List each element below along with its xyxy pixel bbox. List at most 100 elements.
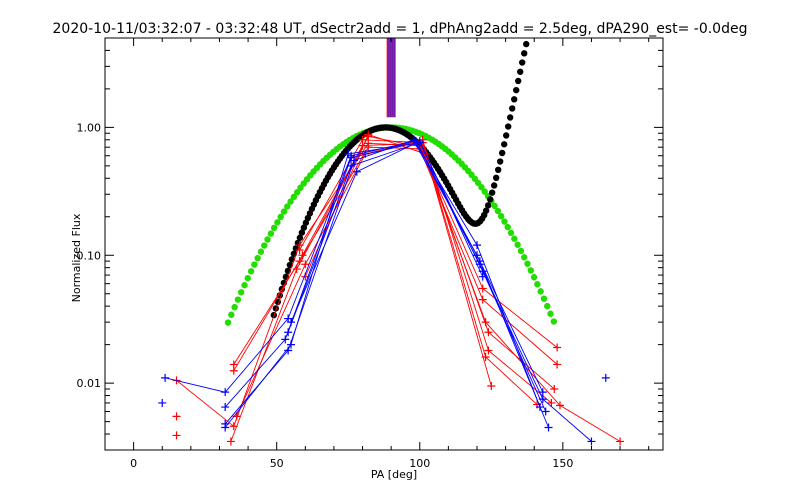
data-point-blue-6 <box>415 137 424 146</box>
green-fit-point <box>270 224 278 232</box>
green-fit-point <box>267 230 275 237</box>
green-fit-point <box>228 311 235 318</box>
x-axis-label: PA [deg] <box>371 468 417 481</box>
green-fit-point <box>280 208 288 215</box>
data-point-blue-5 <box>347 161 356 170</box>
black-fit-point <box>498 149 506 157</box>
green-fit-point <box>534 281 541 288</box>
series-line-red-7 <box>304 133 492 387</box>
data-point-red-5 <box>547 398 556 407</box>
series-line-red-4 <box>230 135 555 442</box>
outlier-point <box>172 412 181 421</box>
data-point-blue-3 <box>349 156 358 165</box>
y-tick-label: 1.00 <box>77 121 102 134</box>
green-fit-point <box>527 267 534 274</box>
data-point-red-1 <box>478 284 487 293</box>
data-point-red-1 <box>553 343 562 352</box>
data-point-red-7 <box>364 130 373 139</box>
data-point-blue-5 <box>544 423 553 432</box>
data-point-red-2 <box>553 360 562 369</box>
outlier-point <box>172 431 181 440</box>
series-line-blue-4 <box>224 142 547 428</box>
data-point-red-3 <box>616 437 625 446</box>
data-point-blue-6 <box>287 318 295 327</box>
data-point-blue-2 <box>221 403 230 412</box>
black-fit-point <box>298 229 306 236</box>
data-point-red-6 <box>295 245 304 254</box>
data-point-blue-6 <box>352 167 361 176</box>
data-point-red-2 <box>364 143 373 152</box>
black-fit-point <box>296 234 304 241</box>
black-fit-point <box>492 174 500 182</box>
data-point-red-3 <box>229 366 238 375</box>
black-fit-point <box>511 96 518 103</box>
black-fit-point <box>486 196 494 203</box>
data-point-blue-4 <box>287 340 295 349</box>
green-fit-point <box>517 247 525 255</box>
green-fit-point <box>274 219 281 226</box>
data-point-blue-3 <box>473 241 481 250</box>
green-fit-point <box>481 188 488 195</box>
green-fit-point <box>277 213 284 221</box>
black-fit-point <box>523 40 530 48</box>
data-point-blue-1 <box>221 388 230 397</box>
green-fit-point <box>287 198 294 205</box>
green-fit-point <box>514 241 521 248</box>
green-fit-point <box>521 254 528 261</box>
green-fit-point <box>254 254 261 262</box>
green-fit-point <box>478 183 485 191</box>
green-fit-point <box>247 268 255 275</box>
black-fit-point <box>502 132 510 139</box>
green-fit-point <box>264 236 271 243</box>
x-tick-label: 100 <box>409 457 430 470</box>
y-axis-label: Normalized Flux <box>70 213 83 302</box>
green-fit-point <box>501 218 508 225</box>
data-point-red-5 <box>301 260 310 269</box>
green-fit-point <box>540 295 548 302</box>
chart-title: 2020-10-11/03:32:07 - 03:32:48 UT, dSect… <box>53 21 748 37</box>
data-point-blue-1 <box>161 373 170 382</box>
black-fit-point <box>300 224 308 231</box>
black-fit-point <box>506 114 514 121</box>
data-point-red-6 <box>358 135 367 144</box>
data-point-blue-4 <box>221 423 230 432</box>
axes: 0 50 100 150 0.01 0.10 1.00 <box>77 37 664 470</box>
green-fit-point <box>244 274 251 282</box>
outlier-point <box>601 373 610 382</box>
data-point-red-4 <box>292 265 301 274</box>
black-fit-point <box>484 202 492 209</box>
green-fit-point <box>251 261 258 268</box>
data-point-red-5 <box>484 346 493 355</box>
data-point-blue-4 <box>541 407 550 416</box>
y-tick-label: 0.10 <box>77 249 102 262</box>
green-fit-point <box>257 248 265 255</box>
green-fit-point <box>284 203 291 210</box>
series-line-blue-6 <box>290 140 484 323</box>
green-fit-point <box>497 212 505 220</box>
green-fit-point <box>224 319 232 326</box>
green-fit-point <box>234 296 242 303</box>
green-fit-point <box>547 310 554 317</box>
green-fit-point <box>507 229 515 237</box>
green-fit-point <box>504 223 511 231</box>
black-fit-point <box>517 68 524 75</box>
data-point-blue-2 <box>281 335 290 344</box>
data-point-red-4 <box>550 384 559 393</box>
data-point-red-7 <box>487 381 496 390</box>
green-fit-point <box>261 242 268 249</box>
green-fit-point <box>290 193 298 201</box>
black-fit-point <box>504 123 512 130</box>
data-point-blue-2 <box>587 437 596 446</box>
green-fit-point <box>491 202 498 210</box>
data-point-red-3 <box>555 401 564 410</box>
black-fit-point <box>513 86 520 94</box>
black-fit-point <box>490 182 498 189</box>
green-fit-point <box>544 302 551 310</box>
data-point-blue-5 <box>475 257 484 266</box>
black-fit-point <box>519 59 526 66</box>
green-fit-point <box>530 274 538 281</box>
green-fit-point <box>550 318 558 325</box>
y-tick-label: 0.01 <box>77 377 102 390</box>
